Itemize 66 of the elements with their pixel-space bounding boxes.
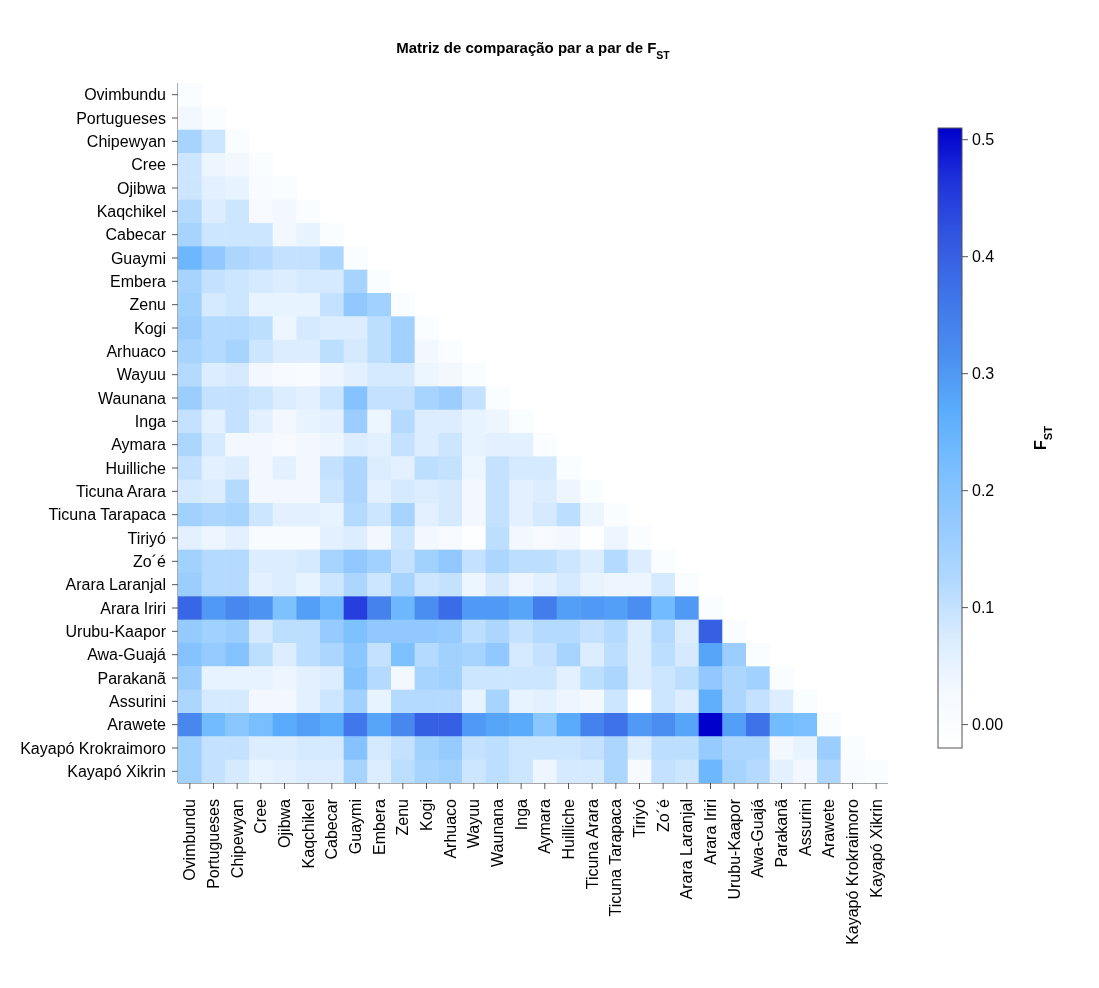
y-tick-label: Wayuu	[116, 366, 166, 384]
x-tick-label: Embera	[370, 798, 388, 856]
chart-title: Matriz de comparação par a par de F$_{ST}$	[396, 39, 671, 61]
y-tick-label: Huilliche	[105, 459, 167, 477]
x-tick-label: Parakanã	[773, 798, 790, 868]
y-tick-label: Parakanã	[97, 669, 167, 687]
y-tick-label: Kaqchikel	[96, 202, 166, 220]
x-tick-label: Ticuna Arara	[583, 798, 601, 890]
y-tick-label: Awa-Guajá	[87, 646, 167, 664]
color-bar-label: 0.4	[972, 248, 995, 266]
x-tick-label: Urubu-Kaapor	[725, 798, 743, 900]
y-tick-label: Zo´é	[133, 552, 167, 570]
y-tick-label: Chipewyan	[86, 132, 166, 150]
x-tick-label: Tiriyó	[631, 798, 648, 838]
y-tick-label: Waunana	[98, 389, 167, 407]
y-tick-label: Cree	[131, 156, 167, 174]
x-tick-label: Cabecar	[323, 798, 341, 860]
y-tick-label: Portugueses	[76, 109, 166, 127]
y-tick-label: Ojibwa	[117, 179, 167, 197]
x-tick-label: Arawete	[820, 798, 838, 858]
y-tick-label: Inga	[134, 412, 167, 430]
y-tick-label: Aymara	[111, 436, 167, 454]
y-tick-label: Ticuna Tarapaca	[48, 506, 167, 524]
x-tick-label: Wayuu	[465, 799, 483, 849]
color-bar-label: 0.2	[972, 482, 995, 500]
x-tick-label: Zo´é	[654, 798, 672, 832]
x-tick-label: Portugueses	[205, 799, 222, 889]
x-tick-label: Awa-Guajá	[749, 798, 767, 878]
y-tick-label: Ovimbundu	[84, 86, 166, 104]
y-tick-label: Arhuaco	[106, 342, 167, 360]
x-tick-label: Aymara	[536, 798, 554, 854]
y-tick-label: Arara Iriri	[100, 599, 166, 617]
y-tick-label: Zenu	[129, 296, 166, 314]
x-tick-label: Inga	[512, 798, 530, 831]
x-tick-label: Ojibwa	[276, 798, 293, 848]
y-tick-label: Tiriyó	[127, 529, 167, 547]
y-tick-label: Ticuna Arara	[75, 482, 167, 500]
x-tick-label: Kayapó Krokraimoro	[844, 798, 861, 945]
color-bar-label: 0.00	[972, 716, 1004, 734]
x-tick-label: Kayapó Xikrin	[867, 799, 885, 898]
color-bar-label: 0.1	[972, 599, 995, 617]
y-tick-label: Arara Laranjal	[65, 576, 166, 594]
y-tick-label: Kogi	[133, 319, 166, 337]
x-tick-label: Arara Iriri	[702, 799, 719, 865]
color-bar-label: 0.5	[972, 131, 995, 149]
y-tick-label: Embera	[109, 272, 167, 290]
y-tick-label: Cabecar	[105, 226, 167, 244]
x-tick-label: Chipewyan	[228, 799, 246, 879]
y-tick-label: Kayapó Krokraimoro	[20, 739, 167, 757]
y-tick-label: Guaymi	[110, 249, 166, 267]
x-tick-label: Kaqchikel	[299, 799, 317, 869]
x-tick-label: Waunana	[489, 798, 506, 867]
x-tick-label: Ticuna Tarapaca	[607, 798, 625, 917]
y-tick-label: Assurini	[109, 692, 166, 710]
x-tick-label: Cree	[252, 798, 270, 834]
y-tick-label: Urubu-Kaapor	[65, 622, 167, 640]
x-tick-label: Huilliche	[560, 798, 577, 860]
y-tick-label: Arawete	[107, 716, 167, 734]
x-tick-label: Arara Laranjal	[678, 799, 696, 900]
x-tick-label: Assurini	[796, 799, 814, 856]
x-tick-label: Arhuaco	[441, 798, 459, 859]
x-tick-label: Guaymi	[347, 799, 364, 855]
color-bar-label: 0.3	[972, 365, 995, 383]
x-tick-label: Kogi	[418, 799, 435, 832]
y-tick-label: Kayapó Xikrin	[67, 762, 166, 780]
x-tick-label: Zenu	[394, 799, 412, 836]
